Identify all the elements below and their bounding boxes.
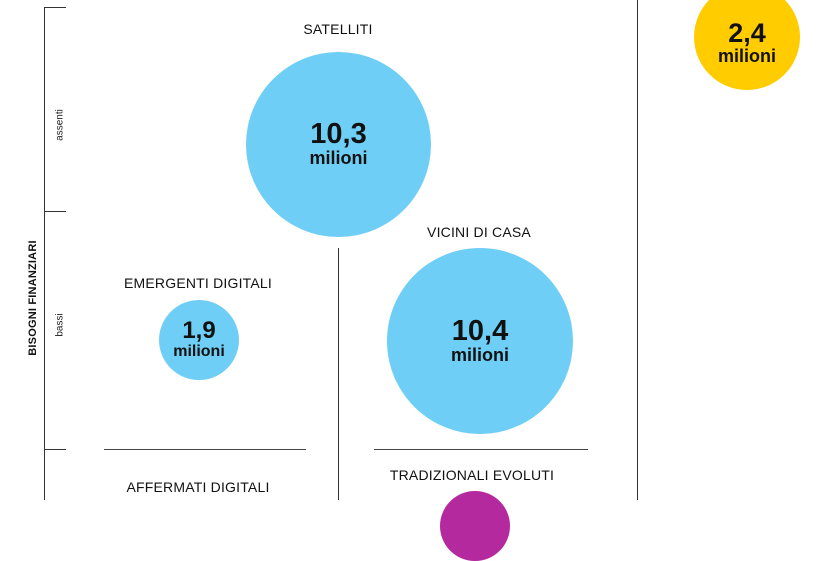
bubble-unit: milioni [718, 45, 776, 66]
bubble-tradizionali-evoluti [440, 491, 510, 561]
segment-label-tradizionali-evoluti: TRADIZIONALI EVOLUTI [389, 467, 555, 483]
bubble-unit: milioni [451, 344, 509, 365]
segment-label-satelliti: SATELLITI [303, 21, 373, 37]
bubble-unit: milioni [173, 343, 225, 361]
bubble-corner-yellow: 2,4 milioni [694, 0, 800, 90]
segment-label-emergenti-digitali: EMERGENTI DIGITALI [123, 275, 273, 291]
segment-label-affermati-digitali: AFFERMATI DIGITALI [126, 479, 270, 495]
bubble-unit: milioni [309, 148, 368, 169]
bubble-value: 10,4 [451, 314, 509, 347]
axis-tick-bottom [44, 449, 66, 450]
bubble-satelliti: 10,3 milioni [246, 52, 431, 237]
bubble-value: 1,9 [182, 317, 216, 345]
axis-tick-middle [44, 211, 66, 212]
axis-level-assenti: assenti [54, 109, 66, 141]
segment-label-vicini-di-casa: VICINI DI CASA [427, 224, 531, 240]
axis-level-bassi: bassi [54, 313, 66, 337]
grid-right-border [637, 0, 638, 500]
bubble-value: 10,3 [310, 118, 367, 151]
axis-tick-top [44, 7, 66, 8]
grid-center-divider [338, 248, 339, 500]
grid-divider-left [104, 449, 306, 450]
bubble-emergenti-digitali: 1,9 milioni [159, 300, 239, 380]
y-axis-line [44, 7, 45, 500]
bubble-vicini-di-casa: 10,4 milioni [387, 248, 573, 434]
bubble-value: 2,4 [728, 17, 766, 48]
axis-title: BISOGNI FINANZIARI [27, 240, 39, 356]
grid-divider-right [374, 449, 588, 450]
